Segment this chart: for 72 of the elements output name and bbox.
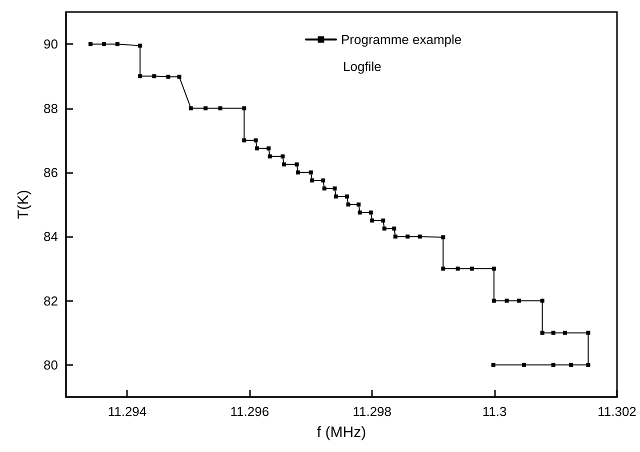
y-tick-label: 82: [44, 293, 58, 308]
point: [138, 44, 142, 48]
x-axis-title: f (MHz): [316, 424, 366, 441]
point: [102, 42, 106, 46]
point: [308, 170, 313, 174]
y-tick-label: 84: [44, 229, 58, 244]
point: [370, 218, 374, 223]
point: [562, 330, 567, 335]
point: [586, 362, 590, 367]
point: [280, 154, 285, 158]
point: [356, 202, 361, 206]
x-tick-label: 11.294: [108, 404, 147, 419]
x-tick-label: 11.296: [230, 404, 270, 419]
annotation: Logfile: [343, 59, 382, 74]
point: [152, 74, 156, 78]
point: [266, 146, 271, 150]
x-tick-label: 11.3: [482, 404, 507, 419]
y-tick-label: 86: [44, 164, 58, 180]
point: [492, 266, 496, 271]
point: [586, 330, 590, 335]
point: [551, 330, 556, 335]
point: [218, 106, 222, 110]
point: [310, 178, 314, 182]
point: [322, 186, 326, 190]
point: [456, 266, 460, 271]
point: [334, 194, 338, 198]
point: [441, 266, 446, 271]
point: [540, 298, 544, 303]
point: [204, 106, 208, 110]
point: [492, 298, 496, 303]
point: [282, 162, 286, 166]
point: [188, 106, 193, 110]
point: [255, 146, 260, 150]
y-tick-label: 80: [44, 357, 58, 372]
point: [540, 330, 544, 335]
point: [522, 362, 526, 367]
point: [418, 234, 422, 239]
point: [346, 202, 350, 206]
point: [332, 186, 337, 190]
point: [345, 194, 350, 198]
point: [138, 74, 142, 78]
point: [254, 138, 258, 142]
x-tick-label: 11.302: [598, 404, 636, 419]
point: [294, 162, 299, 166]
point: [115, 42, 120, 46]
point: [393, 234, 398, 239]
point: [551, 362, 556, 367]
x-tick-label: 11.298: [352, 404, 392, 419]
point: [504, 298, 509, 303]
y-axis-title: T(K): [15, 190, 32, 220]
y-tick-label: 90: [44, 36, 58, 52]
point: [441, 235, 446, 240]
point: [382, 226, 386, 231]
point: [381, 218, 386, 223]
point: [296, 170, 300, 174]
point: [166, 74, 170, 79]
point: [242, 138, 246, 142]
point: [321, 178, 326, 182]
point: [177, 74, 182, 79]
point: [569, 362, 574, 367]
point: [392, 226, 396, 231]
point: [358, 210, 362, 215]
y-tick-label: 88: [44, 100, 58, 116]
point: [368, 210, 373, 215]
point: [242, 106, 246, 110]
legend-label: Programme example: [341, 32, 462, 47]
point: [406, 234, 410, 239]
point: [470, 266, 474, 271]
point: [268, 154, 272, 158]
point: [88, 42, 92, 46]
point: [491, 362, 496, 367]
point: [517, 298, 522, 303]
